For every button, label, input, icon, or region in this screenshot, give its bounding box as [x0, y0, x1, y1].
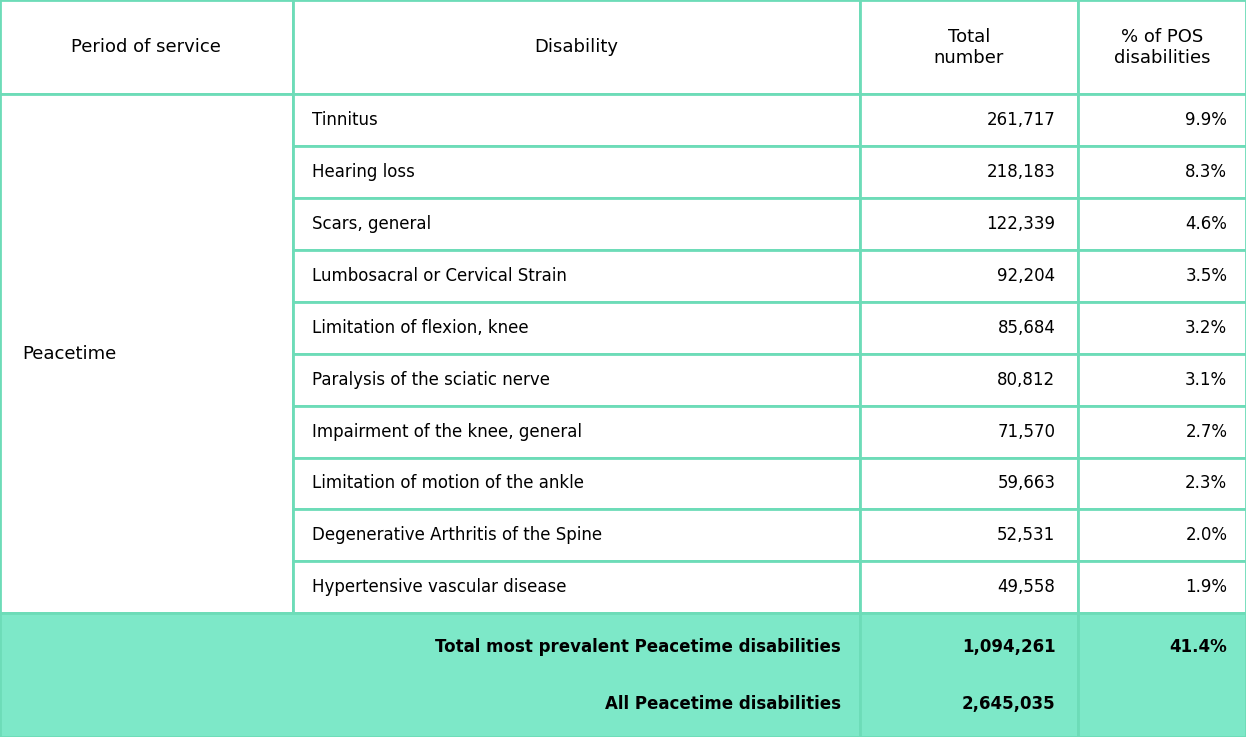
- Bar: [1078, 146, 1246, 198]
- Bar: [1078, 509, 1246, 562]
- Text: 1.9%: 1.9%: [1185, 579, 1227, 596]
- Text: 4.6%: 4.6%: [1185, 215, 1227, 233]
- Text: 3.2%: 3.2%: [1185, 319, 1227, 337]
- Bar: [860, 613, 1078, 737]
- Text: Degenerative Arthritis of the Spine: Degenerative Arthritis of the Spine: [312, 526, 602, 545]
- Bar: [1078, 458, 1246, 509]
- Bar: [1078, 94, 1246, 146]
- Bar: [860, 94, 1078, 146]
- Text: 122,339: 122,339: [987, 215, 1055, 233]
- Bar: [293, 562, 860, 613]
- Bar: [860, 250, 1078, 302]
- Bar: [1078, 198, 1246, 250]
- Bar: [860, 562, 1078, 613]
- Text: 261,717: 261,717: [987, 111, 1055, 129]
- Bar: [860, 146, 1078, 198]
- Text: Paralysis of the sciatic nerve: Paralysis of the sciatic nerve: [312, 371, 549, 388]
- Bar: [860, 302, 1078, 354]
- Bar: [293, 458, 860, 509]
- Text: Total
number: Total number: [933, 28, 1004, 66]
- Text: Hypertensive vascular disease: Hypertensive vascular disease: [312, 579, 566, 596]
- Text: 3.5%: 3.5%: [1185, 267, 1227, 285]
- Text: 8.3%: 8.3%: [1185, 163, 1227, 181]
- Text: 2.0%: 2.0%: [1185, 526, 1227, 545]
- Text: 92,204: 92,204: [997, 267, 1055, 285]
- Text: 9.9%: 9.9%: [1185, 111, 1227, 129]
- Text: 85,684: 85,684: [998, 319, 1055, 337]
- Text: Limitation of flexion, knee: Limitation of flexion, knee: [312, 319, 528, 337]
- Text: Total most prevalent Peacetime disabilities: Total most prevalent Peacetime disabilit…: [435, 638, 841, 656]
- Text: 71,570: 71,570: [997, 422, 1055, 441]
- Bar: [0, 94, 293, 613]
- Bar: [1078, 562, 1246, 613]
- Text: 41.4%: 41.4%: [1170, 638, 1227, 656]
- Text: Tinnitus: Tinnitus: [312, 111, 378, 129]
- Bar: [860, 458, 1078, 509]
- Text: 80,812: 80,812: [997, 371, 1055, 388]
- Bar: [293, 198, 860, 250]
- Bar: [1078, 250, 1246, 302]
- Text: Peacetime: Peacetime: [22, 345, 117, 363]
- Bar: [0, 613, 860, 737]
- Text: Period of service: Period of service: [71, 38, 222, 56]
- Bar: [293, 509, 860, 562]
- Text: 218,183: 218,183: [987, 163, 1055, 181]
- Bar: [1078, 354, 1246, 405]
- Bar: [1078, 302, 1246, 354]
- Bar: [293, 354, 860, 405]
- Text: 52,531: 52,531: [997, 526, 1055, 545]
- Bar: [860, 0, 1078, 94]
- Text: Lumbosacral or Cervical Strain: Lumbosacral or Cervical Strain: [312, 267, 567, 285]
- Bar: [1078, 613, 1246, 737]
- Bar: [293, 146, 860, 198]
- Text: Disability: Disability: [535, 38, 618, 56]
- Text: 1,094,261: 1,094,261: [962, 638, 1055, 656]
- Text: Hearing loss: Hearing loss: [312, 163, 415, 181]
- Bar: [0, 0, 293, 94]
- Bar: [860, 198, 1078, 250]
- Bar: [293, 0, 860, 94]
- Text: 3.1%: 3.1%: [1185, 371, 1227, 388]
- Text: % of POS
disabilities: % of POS disabilities: [1114, 28, 1210, 66]
- Text: 59,663: 59,663: [997, 475, 1055, 492]
- Bar: [1078, 0, 1246, 94]
- Text: Scars, general: Scars, general: [312, 215, 431, 233]
- Text: 2,645,035: 2,645,035: [962, 694, 1055, 713]
- Text: 49,558: 49,558: [998, 579, 1055, 596]
- Bar: [860, 354, 1078, 405]
- Bar: [1078, 405, 1246, 458]
- Bar: [293, 405, 860, 458]
- Text: Limitation of motion of the ankle: Limitation of motion of the ankle: [312, 475, 583, 492]
- Bar: [860, 509, 1078, 562]
- Bar: [293, 94, 860, 146]
- Text: Impairment of the knee, general: Impairment of the knee, general: [312, 422, 582, 441]
- Bar: [293, 302, 860, 354]
- Text: 2.3%: 2.3%: [1185, 475, 1227, 492]
- Text: All Peacetime disabilities: All Peacetime disabilities: [606, 694, 841, 713]
- Text: 2.7%: 2.7%: [1185, 422, 1227, 441]
- Bar: [860, 405, 1078, 458]
- Bar: [293, 250, 860, 302]
